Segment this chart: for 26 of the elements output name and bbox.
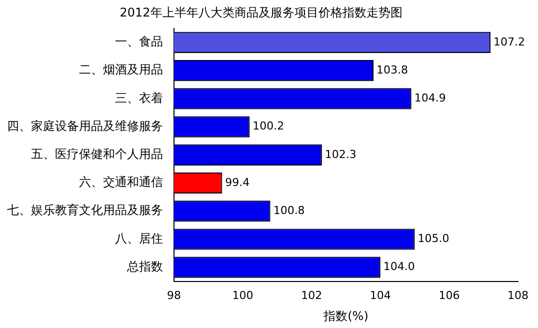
x-tick-label: 108 [508, 288, 528, 302]
y-tick-label: 总指数 [126, 259, 163, 274]
y-tick-label: 二、烟酒及用品 [79, 62, 163, 77]
data-label: 104.9 [414, 92, 446, 105]
x-axis-title: 指数(%) [322, 308, 368, 323]
y-tick-label: 五、医疗保健和个人用品 [31, 147, 163, 162]
x-tick-label: 102 [301, 288, 322, 302]
y-tick-label: 四、家庭设备用品及维修服务 [7, 118, 163, 133]
x-tick-label: 104 [370, 288, 391, 302]
x-tick-label: 106 [438, 288, 460, 302]
y-tick-label: 七、娱乐教育文化用品及服务 [7, 203, 163, 218]
data-label: 102.3 [324, 148, 356, 161]
chart-title: 2012年上半年八大类商品及服务项目价格指数走势图 [120, 5, 402, 20]
data-label: 100.2 [252, 120, 284, 133]
data-label: 99.4 [225, 176, 250, 189]
y-tick-label: 六、交通和通信 [79, 175, 163, 190]
data-label: 105.0 [418, 232, 450, 246]
y-tick-label: 八、居住 [115, 231, 163, 246]
data-label: 100.8 [273, 204, 305, 217]
x-tick-label: 98 [167, 288, 181, 302]
data-label: 104.0 [383, 260, 415, 274]
y-tick-label: 一、食品 [115, 34, 163, 49]
data-label: 107.2 [493, 35, 525, 48]
x-tick-label: 100 [232, 288, 254, 302]
data-label: 103.8 [376, 63, 408, 76]
y-tick-label: 三、衣着 [115, 90, 163, 105]
